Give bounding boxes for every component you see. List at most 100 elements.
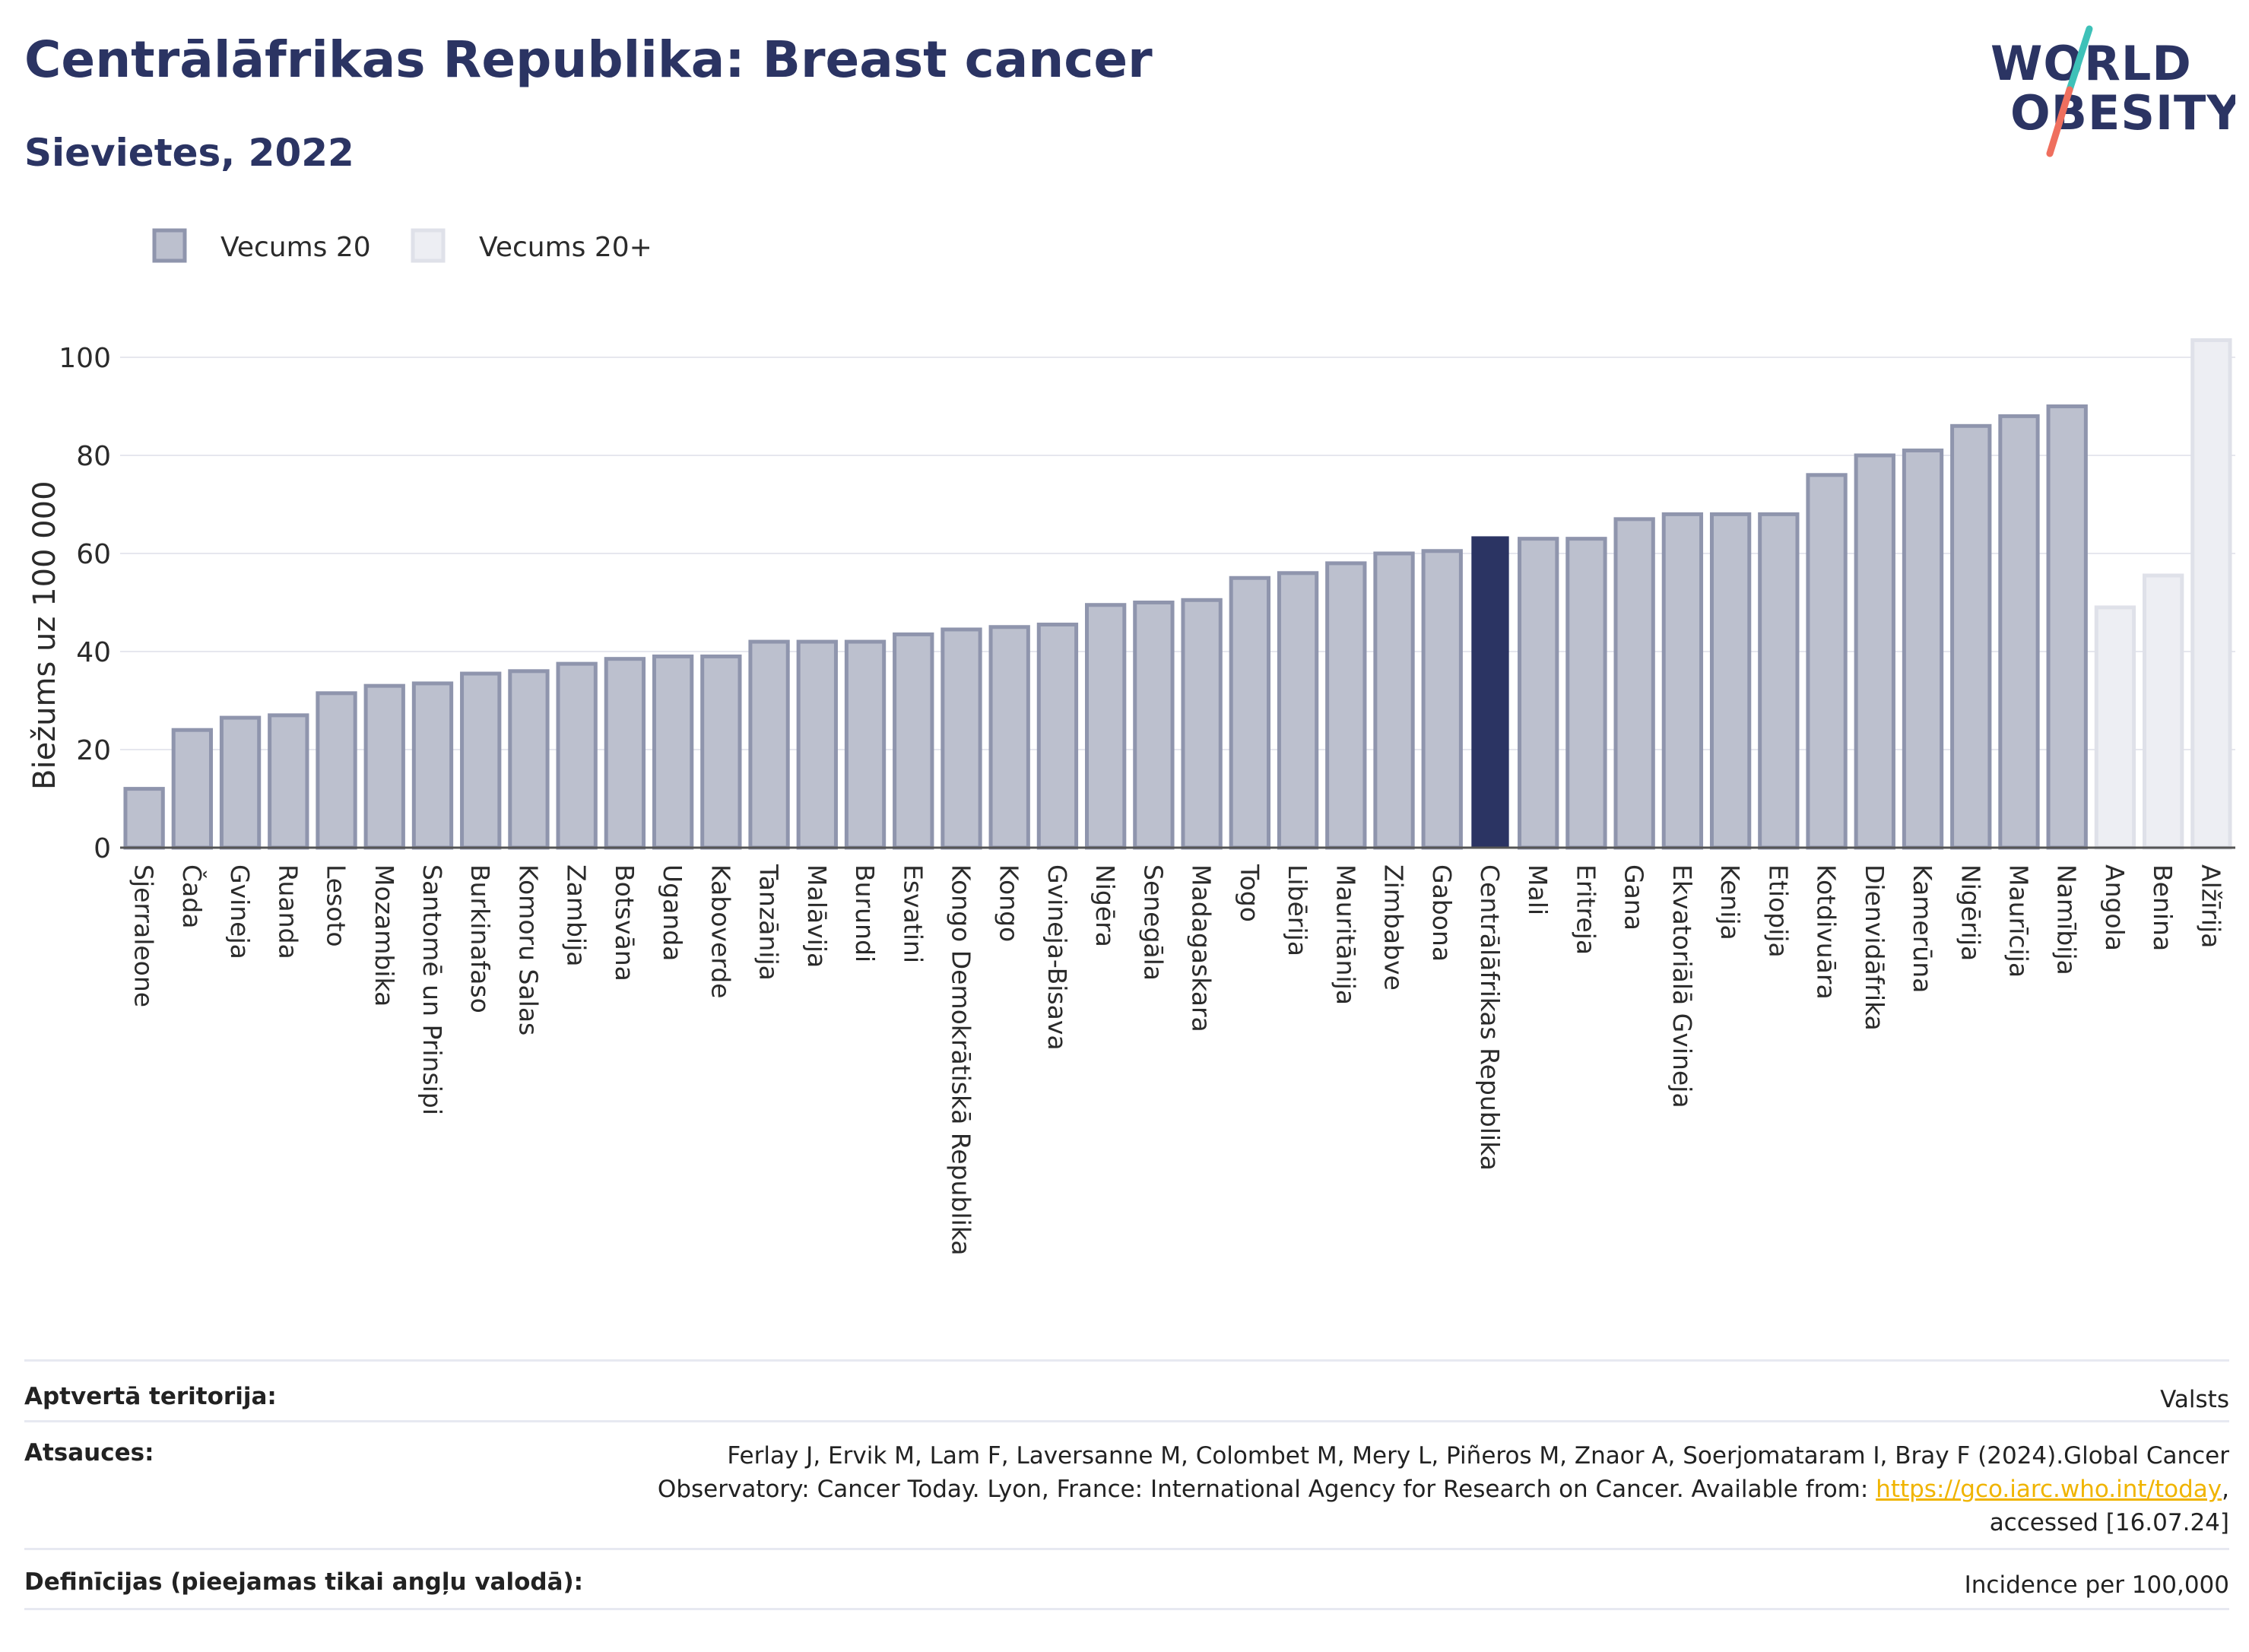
bar[interactable] [363, 683, 405, 850]
bar[interactable] [1133, 601, 1175, 850]
x-tick-label: Uganda [658, 864, 687, 961]
references-line-2-text: Observatory: Cancer Today. Lyon, France:… [657, 1476, 1876, 1503]
bar[interactable] [748, 639, 790, 850]
x-tick-label: Benina [2148, 864, 2178, 951]
logo-word-obesity: OBESITY [2010, 85, 2235, 141]
bar[interactable] [1661, 512, 1704, 850]
footer-row-definitions: Definīcijas (pieejamas tikai angļu valod… [24, 1548, 2229, 1610]
x-tick-label: Gana [1619, 864, 1649, 931]
footer-row-references: Atsauces: Ferlay J, Ervik M, Lam F, Lave… [24, 1420, 2229, 1548]
bar[interactable] [171, 728, 213, 850]
bar[interactable] [411, 681, 454, 850]
definitions-label: Definīcijas (pieejamas tikai angļu valod… [24, 1568, 584, 1596]
x-tick-label: Gvineja [225, 864, 255, 959]
bar[interactable] [219, 715, 262, 850]
bar[interactable] [1277, 571, 1319, 850]
references-line-2: Observatory: Cancer Today. Lyon, France:… [658, 1473, 2229, 1506]
legend: Vecums 20 Vecums 20+ [152, 228, 652, 263]
x-tick-label: Lesoto [322, 864, 351, 947]
bar-chart: Vecums 20 Vecums 20+ 0 20 40 60 80 100 Biežums … [27, 228, 2235, 1255]
x-tick-label: Kamerūna [1908, 864, 1937, 993]
bar[interactable] [2094, 605, 2136, 850]
bar[interactable] [556, 661, 598, 850]
x-tick-label: Maurīcija [2003, 864, 2033, 978]
bar[interactable] [1471, 536, 1509, 848]
references-line-2-end: , [2222, 1476, 2229, 1503]
y-tick-label: 80 [76, 441, 111, 472]
x-tick-label: Ruanda [273, 864, 303, 959]
definitions-value: Incidence per 100,000 [1964, 1571, 2229, 1599]
bar[interactable] [604, 657, 646, 850]
bar[interactable] [1373, 551, 1415, 850]
x-tick-label: Komoru Salas [513, 864, 543, 1035]
x-tick-label: Centrālāfrikas Republika [1475, 864, 1505, 1171]
references-line-3: accessed [16.07.24] [1989, 1509, 2229, 1536]
x-tick-label: Gabona [1427, 864, 1457, 962]
bar[interactable] [316, 691, 357, 850]
bar[interactable] [1854, 453, 1895, 850]
x-tick-label: Santomē un Prinsipi [417, 864, 447, 1115]
bar[interactable] [2143, 573, 2184, 850]
footer-table: Aptvertā teritorija: Valsts Atsauces: Fe… [24, 1359, 2229, 1610]
logo-slash-teal [2066, 25, 2093, 94]
bar[interactable] [652, 654, 694, 850]
bar[interactable] [1998, 414, 2040, 850]
x-tick-label: Burundi [850, 864, 880, 962]
bar[interactable] [1758, 512, 1800, 850]
references-link[interactable]: https://gco.iarc.who.int/today [1876, 1476, 2222, 1503]
bar[interactable] [1950, 423, 1992, 850]
bar[interactable] [460, 671, 502, 850]
logo-slash-coral [2046, 86, 2073, 157]
chart-subtitle: Sievietes, 2022 [24, 131, 354, 175]
bar[interactable] [1036, 623, 1079, 850]
bar[interactable] [941, 627, 982, 850]
x-tick-label: Libērija [1283, 864, 1312, 956]
bar[interactable] [508, 669, 550, 850]
x-tick-label: Malāvija [802, 864, 832, 968]
coverage-label: Aptvertā teritorija: [24, 1383, 277, 1410]
bar[interactable] [268, 713, 309, 850]
x-tick-label: Kotdivuāra [1812, 864, 1841, 1000]
legend-label: Vecums 20 [220, 232, 371, 263]
x-tick-label: Kongo Demokrātiskā Republika [946, 864, 975, 1255]
bar[interactable] [1085, 603, 1127, 850]
bar[interactable] [1421, 549, 1463, 850]
bar[interactable] [1613, 517, 1655, 850]
x-tick-label: Dienvidāfrika [1860, 864, 1889, 1031]
bar[interactable] [796, 639, 838, 850]
bar[interactable] [988, 625, 1030, 850]
x-tick-label: Ekvatoriālā Gvineja [1667, 864, 1697, 1108]
x-tick-label: Nigēra [1090, 864, 1120, 947]
x-axis-labels: Sjerraleone Čada Gvineja Ruanda Lesoto Mozamb… [120, 846, 2235, 1255]
bar[interactable] [1565, 537, 1607, 850]
bar[interactable] [2046, 404, 2088, 850]
bar[interactable] [1709, 512, 1752, 850]
legend-label: Vecums 20+ [479, 232, 652, 263]
bar[interactable] [844, 639, 887, 850]
bar[interactable] [1806, 473, 1848, 850]
bar[interactable] [1229, 576, 1270, 850]
y-tick-label: 40 [76, 637, 111, 668]
bar[interactable] [2190, 338, 2232, 850]
bar[interactable] [1325, 561, 1367, 850]
references-value: Ferlay J, Ervik M, Lam F, Laversanne M, … [658, 1439, 2229, 1539]
bar[interactable] [893, 632, 934, 850]
y-tick-label: 0 [94, 833, 111, 864]
bar[interactable] [700, 654, 742, 850]
y-tick-label: 20 [76, 735, 111, 766]
x-tick-label: Namībija [2052, 864, 2082, 975]
x-tick-label: Gvineja-Bisava [1042, 864, 1072, 1051]
x-tick-label: Burkinafaso [465, 864, 495, 1013]
x-tick-label: Kenija [1715, 864, 1745, 940]
bar[interactable] [1902, 449, 1944, 850]
y-tick-label: 100 [59, 343, 111, 374]
legend-swatch [411, 228, 446, 263]
bar[interactable] [1518, 537, 1559, 850]
x-tick-label: Kongo [994, 864, 1024, 942]
bar[interactable] [1181, 598, 1223, 850]
coverage-value: Valsts [2160, 1386, 2229, 1413]
x-tick-label: Mozambika [370, 864, 399, 1007]
x-tick-label: Zambija [562, 864, 592, 966]
bar[interactable] [123, 787, 165, 850]
world-obesity-logo: WORLD OBESITY [1990, 25, 2235, 157]
